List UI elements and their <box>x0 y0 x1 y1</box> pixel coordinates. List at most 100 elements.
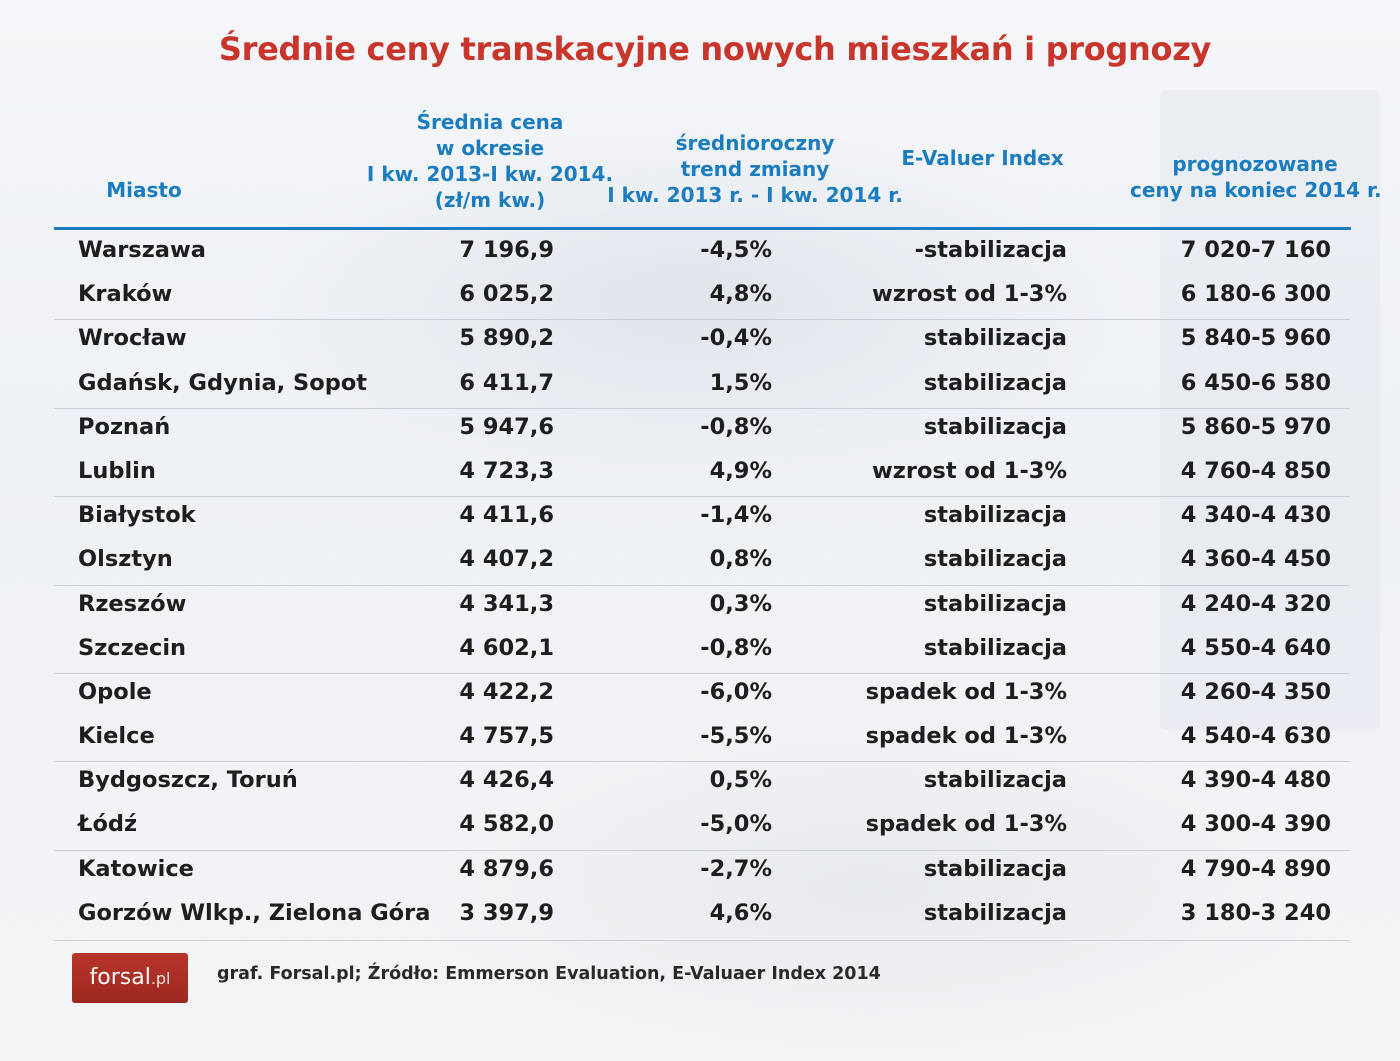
table-row: Olsztyn 4 407,2 0,8% stabilizacja 4 360-4 45… <box>0 540 1400 584</box>
cell-avg: 4 757,5 <box>459 723 554 750</box>
cell-evi: stabilizacja <box>923 502 1067 529</box>
cell-trend: -6,0% <box>700 678 772 705</box>
cell-avg: 4 407,2 <box>459 546 554 573</box>
header-line: Miasto <box>106 178 182 202</box>
row-divider <box>54 849 1350 851</box>
logo-suffix: .pl <box>150 969 171 988</box>
cell-city: Katowice <box>78 855 194 882</box>
cell-avg: 4 723,3 <box>459 457 554 484</box>
cell-evi: stabilizacja <box>923 590 1067 617</box>
cell-city: Gdańsk, Gdynia, Sopot <box>78 369 368 396</box>
cell-fore: 4 300-4 390 <box>1180 811 1331 838</box>
cell-city: Rzeszów <box>78 590 187 617</box>
cell-evi: wzrost od 1-3% <box>871 457 1067 484</box>
row-divider <box>54 407 1350 409</box>
table-row: Kielce 4 757,5 -5,5% spadek od 1-3% 4 540-4 … <box>0 717 1400 761</box>
cell-fore: 6 180-6 300 <box>1180 281 1331 308</box>
cell-trend: -0,4% <box>700 325 772 352</box>
cell-avg: 7 196,9 <box>459 237 554 263</box>
cell-fore: 5 840-5 960 <box>1180 325 1331 352</box>
cell-city: Gorzów Wlkp., Zielona Góra <box>78 899 431 926</box>
table-row: Gdańsk, Gdynia, Sopot 6 411,7 1,5% stabiliz… <box>0 364 1400 408</box>
cell-evi: stabilizacja <box>923 413 1067 440</box>
cell-avg: 4 879,6 <box>459 855 554 882</box>
cell-fore: 4 240-4 320 <box>1180 590 1331 617</box>
cell-evi: stabilizacja <box>923 767 1067 794</box>
cell-avg: 4 411,6 <box>459 502 554 529</box>
header-line: trend zmiany <box>680 157 830 181</box>
cell-avg: 3 397,9 <box>459 899 554 926</box>
cell-city: Kraków <box>78 281 173 308</box>
cell-trend: -2,7% <box>700 855 772 882</box>
table-row: Rzeszów 4 341,3 0,3% stabilizacja 4 240-4 32… <box>0 585 1400 629</box>
header-line: E-Valuer Index <box>901 146 1064 170</box>
forsal-logo: forsal.pl <box>72 953 188 1003</box>
row-divider <box>54 496 1350 498</box>
header-line: (zł/m kw.) <box>434 188 546 212</box>
cell-avg: 4 602,1 <box>459 634 554 661</box>
cell-avg: 4 422,2 <box>459 678 554 705</box>
cell-trend: -0,8% <box>700 413 772 440</box>
header-evaluer-index: E-Valuer Index <box>880 145 1085 171</box>
header-forecast: prognozowane ceny na koniec 2014 r. <box>1130 151 1382 203</box>
header-rule <box>54 227 1351 230</box>
cell-evi: stabilizacja <box>923 634 1067 661</box>
cell-city: Łódź <box>78 811 138 838</box>
row-divider <box>54 761 1350 763</box>
cell-avg: 6 025,2 <box>459 281 554 308</box>
cell-fore: 4 360-4 450 <box>1180 546 1331 573</box>
cell-city: Białystok <box>78 502 196 529</box>
header-city: Miasto <box>84 177 204 203</box>
header-line: I kw. 2013 r. - I kw. 2014 r. <box>607 183 903 207</box>
cell-trend: 4,8% <box>709 281 772 308</box>
cell-evi: stabilizacja <box>923 325 1067 352</box>
cell-avg: 6 411,7 <box>459 369 554 396</box>
header-trend: średnioroczny trend zmiany I kw. 2013 r. -… <box>600 130 910 208</box>
header-line: ceny na koniec 2014 r. <box>1130 178 1382 202</box>
cell-city: Opole <box>78 678 152 705</box>
cell-city: Olsztyn <box>78 546 173 573</box>
header-line: Średnia cena <box>416 110 564 134</box>
cell-fore: 5 860-5 970 <box>1180 413 1331 440</box>
cell-city: Bydgoszcz, Toruń <box>78 767 298 794</box>
cell-trend: 4,6% <box>709 899 772 926</box>
cell-trend: -5,5% <box>700 723 772 750</box>
cell-city: Kielce <box>78 723 155 750</box>
table-row: Poznań 5 947,6 -0,8% stabilizacja 5 860-5 97… <box>0 408 1400 452</box>
cell-trend: 1,5% <box>709 369 772 396</box>
table-row: Kraków 6 025,2 4,8% wzrost od 1-3% 6 180-6 3… <box>0 275 1400 319</box>
cell-trend: 0,3% <box>709 590 772 617</box>
row-divider <box>54 673 1350 674</box>
cell-avg: 4 426,4 <box>459 767 554 794</box>
row-divider <box>54 319 1350 321</box>
cell-evi: spadek od 1-3% <box>865 723 1067 750</box>
cell-evi: -stabilizacja <box>914 237 1067 263</box>
table-row: Bydgoszcz, Toruń 4 426,4 0,5% stabilizacja 4… <box>0 761 1400 805</box>
cell-evi: stabilizacja <box>923 855 1067 882</box>
cell-fore: 4 390-4 480 <box>1180 767 1331 794</box>
row-divider <box>54 584 1350 586</box>
cell-avg: 5 947,6 <box>459 413 554 440</box>
cell-evi: wzrost od 1-3% <box>871 281 1067 308</box>
cell-fore: 4 340-4 430 <box>1180 502 1331 529</box>
cell-evi: stabilizacja <box>923 899 1067 926</box>
table-row: Gorzów Wlkp., Zielona Góra 3 397,9 4,6% sta… <box>0 894 1400 938</box>
cell-evi: spadek od 1-3% <box>865 678 1067 705</box>
table-row: Opole 4 422,2 -6,0% spadek od 1-3% 4 260-4 3… <box>0 673 1400 717</box>
cell-avg: 4 582,0 <box>459 811 554 838</box>
table-row: Łódź 4 582,0 -5,0% spadek od 1-3% 4 300-4 39… <box>0 805 1400 849</box>
cell-evi: stabilizacja <box>923 546 1067 573</box>
cell-fore: 4 790-4 890 <box>1180 855 1331 882</box>
table-row: Białystok 4 411,6 -1,4% stabilizacja 4 340-4… <box>0 496 1400 540</box>
cell-city: Lublin <box>78 457 156 484</box>
cell-fore: 4 760-4 850 <box>1180 457 1331 484</box>
cell-fore: 4 260-4 350 <box>1180 678 1331 705</box>
cell-city: Warszawa <box>78 237 206 263</box>
cell-fore: 6 450-6 580 <box>1180 369 1331 396</box>
header-line: średnioroczny <box>675 131 835 155</box>
header-line: prognozowane <box>1172 152 1338 176</box>
table-row: Lublin 4 723,3 4,9% wzrost od 1-3% 4 760-4 8… <box>0 452 1400 496</box>
cell-evi: stabilizacja <box>923 369 1067 396</box>
source-note: graf. Forsal.pl; Źródło: Emmerson Evalua… <box>217 964 881 984</box>
table-bottom-rule <box>54 940 1350 942</box>
